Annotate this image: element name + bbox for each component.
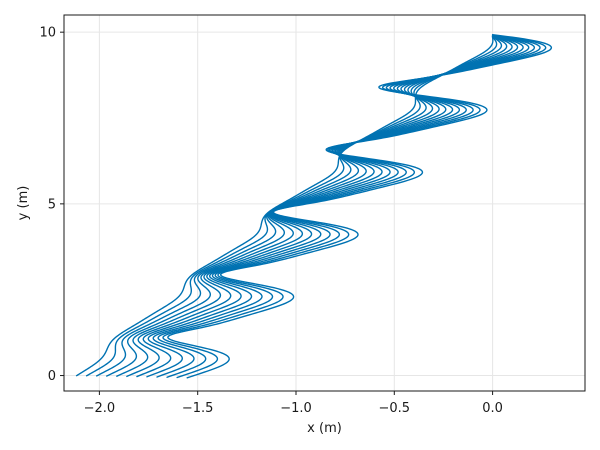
y-tick-label: 0 bbox=[48, 369, 56, 384]
plot-frame bbox=[63, 14, 586, 392]
x-tick-label: −2.0 bbox=[84, 401, 116, 416]
x-tick-label: −1.5 bbox=[182, 401, 214, 416]
y-axis-label: y (m) bbox=[16, 186, 31, 221]
x-tick-label: −1.0 bbox=[280, 401, 312, 416]
trajectory-line bbox=[126, 35, 519, 378]
y-tick-label: 5 bbox=[48, 197, 56, 212]
x-tick-label: −0.5 bbox=[379, 401, 411, 416]
x-tick-label: 0.0 bbox=[482, 401, 503, 416]
y-tick-label: 10 bbox=[39, 26, 56, 41]
y-axis-ticks: 0 5 10 bbox=[39, 26, 64, 384]
trajectory-line bbox=[96, 36, 503, 377]
x-axis-ticks: −2.0 −1.5 −1.0 −0.5 0.0 bbox=[84, 391, 503, 416]
x-axis-label: x (m) bbox=[307, 421, 342, 436]
curves bbox=[75, 34, 553, 379]
trajectory-line bbox=[162, 34, 547, 379]
trajectory-line bbox=[157, 34, 541, 378]
trajectory-line bbox=[167, 34, 553, 379]
